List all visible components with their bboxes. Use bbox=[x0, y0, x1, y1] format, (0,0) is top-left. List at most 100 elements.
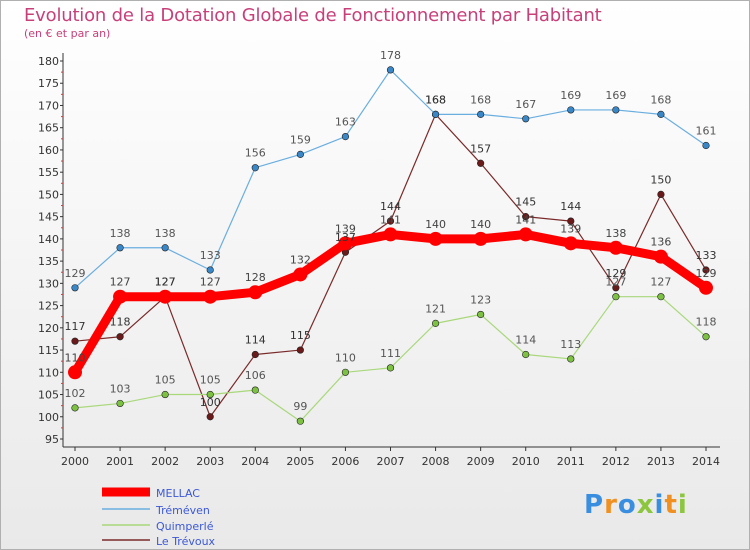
data-label: 127 bbox=[605, 276, 626, 289]
data-label: 168 bbox=[470, 93, 491, 106]
x-tick-label: 2002 bbox=[151, 455, 179, 468]
data-label: 127 bbox=[200, 276, 221, 289]
data-point bbox=[702, 141, 710, 150]
data-point bbox=[522, 213, 530, 221]
data-point bbox=[522, 115, 530, 123]
data-point bbox=[251, 164, 259, 172]
data-label: 129 bbox=[696, 267, 717, 280]
data-point bbox=[657, 110, 665, 118]
y-tick-label: 135 bbox=[38, 255, 59, 268]
data-point bbox=[248, 285, 263, 300]
data-point bbox=[161, 244, 169, 252]
data-point bbox=[293, 267, 308, 282]
data-point bbox=[567, 217, 575, 225]
data-point bbox=[518, 227, 533, 242]
data-point bbox=[296, 417, 304, 425]
data-label: 105 bbox=[155, 374, 176, 387]
chart-subtitle: (en € et par an) bbox=[24, 27, 111, 40]
data-label: 127 bbox=[110, 276, 131, 289]
data-label: 118 bbox=[110, 316, 131, 329]
data-label: 110 bbox=[65, 351, 86, 364]
data-label: 178 bbox=[380, 49, 401, 62]
data-point bbox=[431, 110, 440, 118]
data-point bbox=[522, 350, 530, 359]
y-tick-label: 115 bbox=[38, 344, 59, 357]
data-label: 167 bbox=[515, 98, 536, 111]
data-label: 132 bbox=[290, 253, 311, 266]
legend-label: Quimperlé bbox=[156, 520, 214, 533]
data-point bbox=[251, 386, 259, 394]
data-point bbox=[338, 236, 353, 251]
proxiti-logo: Proxiti bbox=[584, 490, 688, 520]
y-tick-label: 120 bbox=[38, 322, 59, 335]
data-label: 163 bbox=[335, 116, 356, 129]
data-label: 129 bbox=[65, 267, 86, 280]
data-point bbox=[699, 280, 713, 295]
data-point bbox=[612, 106, 620, 114]
x-tick-label: 2005 bbox=[286, 455, 314, 468]
data-point bbox=[431, 319, 440, 327]
data-label: 110 bbox=[335, 351, 356, 364]
chart-title: Evolution de la Dotation Globale de Fonc… bbox=[24, 5, 602, 26]
data-label: 100 bbox=[200, 396, 221, 409]
data-point bbox=[71, 337, 79, 345]
data-label: 168 bbox=[425, 93, 446, 106]
data-label: 99 bbox=[293, 400, 307, 413]
y-tick-label: 160 bbox=[38, 144, 59, 157]
data-point bbox=[206, 266, 214, 274]
data-point bbox=[251, 350, 259, 359]
data-point bbox=[612, 284, 620, 292]
data-label: 169 bbox=[605, 89, 626, 102]
y-tick-label: 95 bbox=[45, 433, 59, 446]
data-point bbox=[161, 390, 169, 399]
data-point bbox=[653, 249, 668, 264]
data-label: 118 bbox=[696, 316, 717, 329]
data-point bbox=[702, 266, 710, 274]
y-tick-label: 150 bbox=[38, 188, 59, 201]
data-label: 168 bbox=[650, 93, 671, 106]
data-point bbox=[341, 133, 350, 141]
data-label: 114 bbox=[245, 334, 266, 347]
x-tick-label: 2006 bbox=[331, 455, 359, 468]
data-point bbox=[116, 333, 124, 341]
x-tick-label: 2001 bbox=[106, 455, 134, 468]
x-tick-label: 2007 bbox=[377, 455, 405, 468]
data-label: 133 bbox=[696, 249, 717, 262]
data-label: 140 bbox=[425, 218, 446, 231]
data-point bbox=[428, 231, 443, 246]
data-point bbox=[68, 365, 82, 380]
x-tick-label: 2013 bbox=[647, 455, 675, 468]
data-point bbox=[608, 240, 623, 255]
data-point bbox=[477, 110, 485, 118]
data-label: 105 bbox=[200, 374, 221, 387]
legend-label: Le Trévoux bbox=[156, 535, 216, 548]
x-tick-label: 2004 bbox=[241, 455, 269, 468]
y-tick-label: 145 bbox=[38, 211, 59, 224]
y-tick-label: 125 bbox=[38, 300, 59, 313]
y-tick-label: 110 bbox=[38, 366, 59, 379]
x-tick-label: 2014 bbox=[692, 455, 720, 468]
data-point bbox=[657, 190, 665, 199]
data-point bbox=[203, 289, 218, 304]
data-label: 137 bbox=[335, 231, 356, 244]
series-line-tr-m-ven bbox=[74, 69, 707, 289]
data-label: 115 bbox=[290, 329, 311, 342]
x-tick-label: 2009 bbox=[467, 455, 495, 468]
y-tick-label: 155 bbox=[38, 166, 59, 179]
data-label: 144 bbox=[560, 200, 581, 213]
y-tick-label: 100 bbox=[38, 411, 59, 424]
legend-label: Tréméven bbox=[155, 504, 210, 517]
data-point bbox=[71, 404, 79, 412]
data-label: 157 bbox=[470, 142, 491, 155]
data-label: 111 bbox=[380, 347, 401, 360]
data-label: 159 bbox=[290, 133, 311, 146]
data-label: 161 bbox=[696, 124, 717, 137]
data-label: 113 bbox=[560, 338, 581, 351]
x-tick-label: 2000 bbox=[61, 455, 89, 468]
data-label: 144 bbox=[380, 200, 401, 213]
x-tick-label: 2010 bbox=[512, 455, 540, 468]
data-label: 168 bbox=[425, 93, 446, 106]
data-label: 139 bbox=[560, 222, 581, 235]
